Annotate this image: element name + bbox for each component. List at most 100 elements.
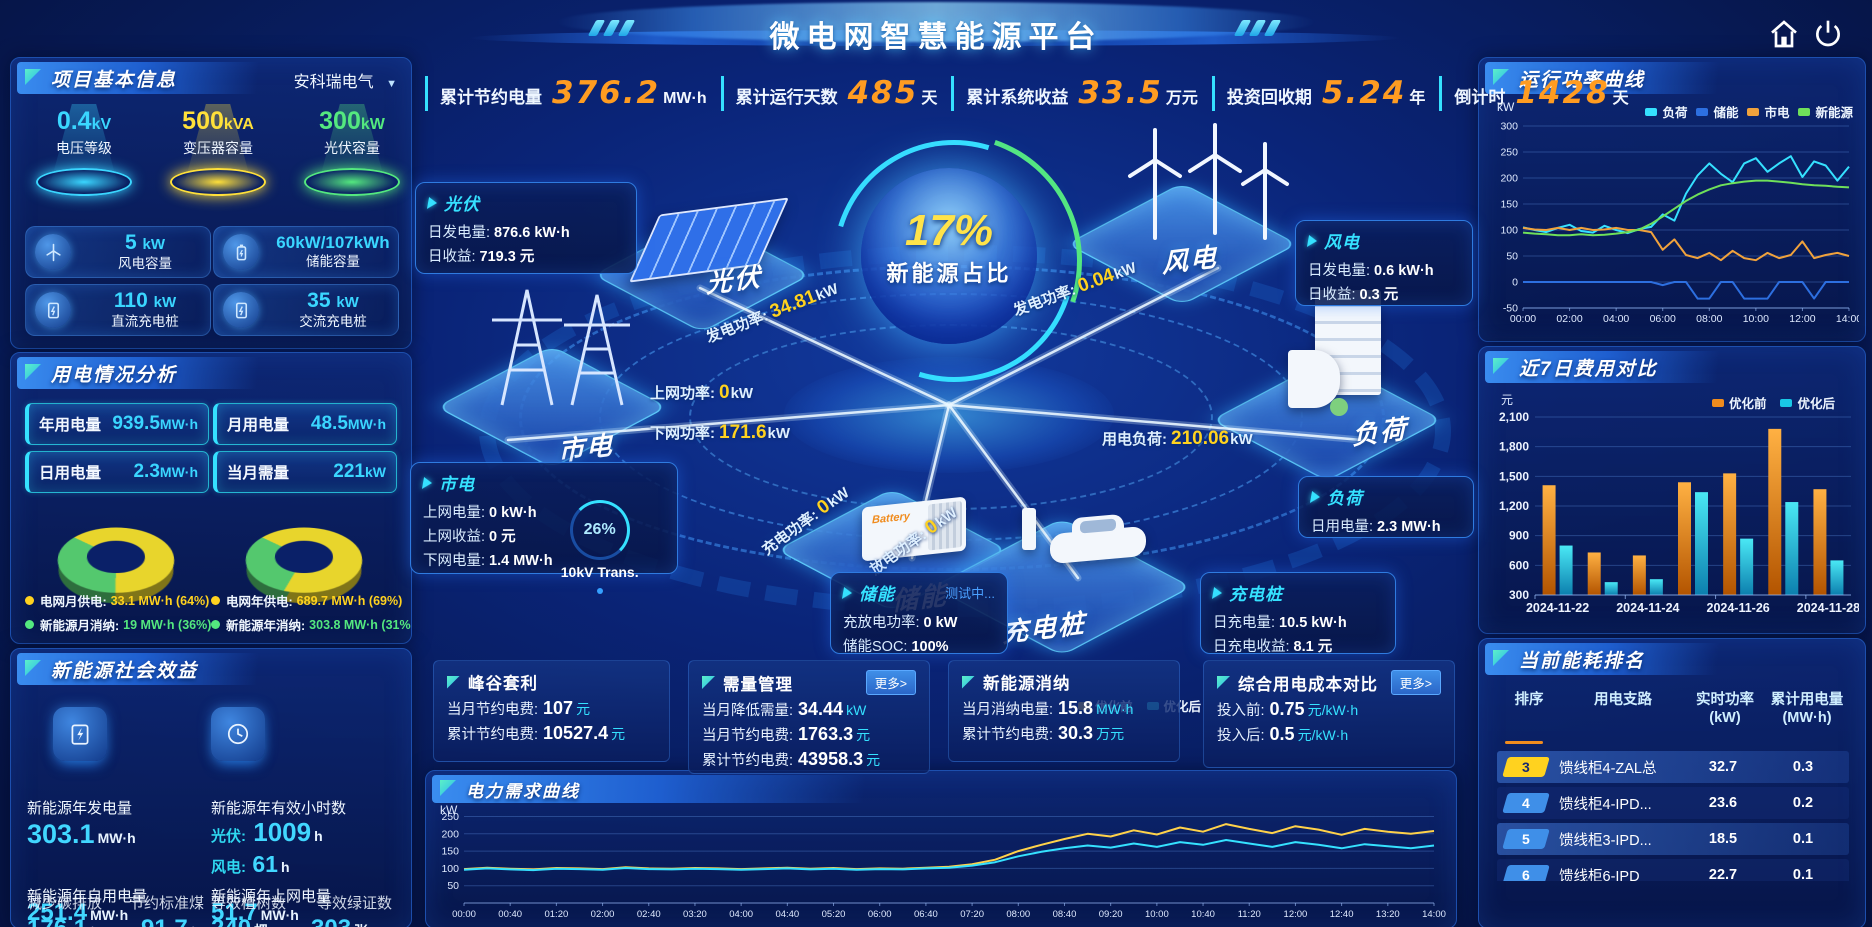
panel-title: 项目基本信息	[51, 69, 178, 91]
svg-text:150: 150	[441, 846, 459, 858]
self-use-value: 251.4 MW·h	[27, 899, 129, 926]
tree-icon	[1330, 398, 1348, 416]
donut-month-legend: 电网月供电: 33.1 MW·h (64%) 新能源月消纳: 19 MW·h (36…	[25, 591, 211, 639]
rank-badge: 3	[1502, 757, 1550, 777]
panel-title: 新能源社会效益	[51, 660, 199, 682]
info-row: 日发电量: 876.6 kW·h	[428, 225, 570, 241]
more-button[interactable]: 更多>	[865, 670, 916, 695]
capacity-card: 5 kW 风电容量	[25, 226, 211, 278]
legend-item: 电网年供电: 689.7 MW·h (69%)	[211, 591, 411, 610]
svg-text:02:40: 02:40	[637, 909, 661, 920]
gen-label: 新能源年发电量	[27, 800, 133, 817]
branch-name: 馈线柜4-ZAL总	[1559, 760, 1657, 777]
table-row[interactable]: 5 馈线柜3-IPD... 18.5 0.1	[1497, 823, 1849, 855]
svg-text:08:00: 08:00	[1696, 313, 1722, 325]
legend-item: 新能源月消纳: 19 MW·h (36%)	[25, 615, 211, 634]
more-button[interactable]: 更多>	[1390, 670, 1441, 695]
legend-item[interactable]: 市电	[1747, 102, 1789, 121]
card-title: 需量管理	[723, 675, 793, 694]
panel-power-analysis: 用电情况分析 年用电量 939.5MW·h 月用电量 48.5MW·h 日用电量 2.…	[10, 352, 412, 644]
svg-text:00:40: 00:40	[498, 909, 522, 920]
svg-text:11:20: 11:20	[1238, 909, 1261, 920]
branch-name: 馈线柜3-IPD...	[1559, 832, 1652, 849]
total-energy: 0.2	[1792, 795, 1814, 811]
legend-item[interactable]: 优化后	[1780, 393, 1835, 412]
info-box-title: 负荷	[1327, 489, 1363, 508]
total-energy: 0.1	[1792, 831, 1814, 847]
to-grid-value: 51.7 MW·h	[211, 899, 299, 926]
realtime-power: 22.7	[1708, 867, 1738, 881]
svg-text:14:00: 14:00	[1422, 909, 1446, 920]
column-header: 用电支路	[1594, 692, 1652, 708]
usage-stat: 年用电量 939.5MW·h	[25, 403, 209, 445]
info-box-pv: 光伏 日发电量: 876.6 kW·h 日收益: 719.3 元	[415, 182, 637, 274]
panel-title: 当前能耗排名	[1519, 650, 1646, 672]
svg-text:04:40: 04:40	[775, 909, 799, 920]
transmission-tower-icon	[492, 289, 630, 406]
kpi-item: 投资回收期 5.24 年	[1211, 75, 1440, 111]
card-corner-icon	[1217, 676, 1230, 689]
node-label-wind: 风电	[1161, 241, 1219, 279]
svg-text:50: 50	[447, 880, 459, 892]
building-annex-icon	[1288, 350, 1340, 408]
testing-link[interactable]: 测试中...	[945, 586, 995, 601]
legend-item[interactable]: 储能	[1696, 102, 1738, 121]
svg-text:0: 0	[1512, 277, 1518, 289]
svg-text:08:40: 08:40	[1053, 909, 1077, 920]
svg-text:10:40: 10:40	[1191, 909, 1215, 920]
arrow-icon	[841, 586, 854, 599]
info-row: 储能SOC: 100%	[843, 639, 949, 655]
self-use-label: 新能源年自用电量	[27, 888, 148, 905]
svg-text:1,200: 1,200	[1499, 499, 1529, 513]
legend-item[interactable]: 优化前	[1711, 393, 1766, 412]
svg-text:-50: -50	[1503, 303, 1518, 315]
panel-demand-curve: 电力需求曲线 kW 50 100 150 200 250 00:00 00:40 01:20 0…	[425, 770, 1457, 927]
table-row[interactable]: 3 馈线柜4-ZAL总 32.7 0.3	[1497, 751, 1849, 783]
svg-text:300: 300	[1509, 588, 1529, 602]
table-row[interactable]: 4 馈线柜4-IPD... 23.6 0.2	[1497, 787, 1849, 819]
card-row: 当月消纳电量: 15.8 MW·h	[962, 698, 1134, 718]
flow-load: 用电负荷: 210.06kW	[1102, 428, 1253, 449]
info-row: 上网电量: 0 kW·h	[423, 505, 537, 521]
arrow-icon	[1211, 586, 1224, 599]
column-header: 累计用电量 (MW·h)	[1770, 692, 1844, 727]
svg-text:150: 150	[1500, 199, 1518, 211]
ranking-table-header: 排序 用电支路 实时功率 (kW) 累计用电量 (MW·h)	[1497, 691, 1849, 727]
panel-header: 运行功率曲线	[1485, 62, 1759, 94]
svg-text:01:20: 01:20	[544, 909, 568, 920]
svg-text:00:00: 00:00	[452, 909, 476, 920]
svg-text:02:00: 02:00	[591, 909, 615, 920]
svg-text:04:00: 04:00	[729, 909, 753, 920]
card-row: 累计节约电费: 43958.3 元	[702, 749, 881, 769]
title-deco-left	[587, 20, 636, 36]
hours-label: 新能源年有效小时数	[211, 800, 347, 817]
card-row: 投入后: 0.5 元/kW·h	[1217, 724, 1349, 744]
branch-name: 馈线柜6-IPD	[1559, 868, 1640, 882]
panel-energy-ranking: 当前能耗排名 排序 用电支路 实时功率 (kW) 累计用电量 (MW·h) 3 馈线柜…	[1478, 638, 1866, 927]
card-title: 新能源消纳	[983, 675, 1071, 693]
info-box-title: 充电桩	[1229, 585, 1283, 604]
power-icon[interactable]	[1812, 18, 1844, 50]
svg-text:1,500: 1,500	[1499, 469, 1529, 483]
benefit-card: 需量管理 更多> 当月降低需量: 34.44 kW 当月节约电费: 1763.3 元累计节…	[688, 660, 930, 774]
legend-item[interactable]: 负荷	[1645, 102, 1687, 121]
demand-chart: 50 100 150 200 250 00:00 00:40 01:20 02:00 02:40 0…	[434, 807, 1448, 927]
wind-turbine-icon	[1128, 123, 1289, 240]
company-select[interactable]: 安科瑞电气 ▼	[294, 68, 397, 92]
clock-icon	[211, 707, 265, 761]
cert-label: 等效绿证数	[317, 895, 393, 912]
legend-item[interactable]: 新能源	[1798, 102, 1853, 121]
svg-text:02:00: 02:00	[1556, 313, 1582, 325]
panel-corner-icon	[25, 660, 41, 676]
svg-text:2024-11-26: 2024-11-26	[1707, 601, 1770, 615]
svg-text:00:00: 00:00	[1510, 313, 1536, 325]
tree-value: 240棵	[211, 915, 268, 927]
card-corner-icon	[962, 675, 975, 689]
panel-corner-icon	[25, 69, 41, 85]
arrow-icon	[421, 476, 434, 489]
svg-text:06:40: 06:40	[914, 909, 938, 920]
table-row[interactable]: 6 馈线柜6-IPD 22.7 0.1	[1497, 859, 1849, 881]
home-icon[interactable]	[1768, 18, 1800, 50]
usage-stat: 日用电量 2.3MW·h	[25, 451, 209, 493]
panel-cost-compare: 近7日费用对比 元 优化前 优化后 300 600 900 1,200 1,500 1,8…	[1478, 346, 1866, 634]
